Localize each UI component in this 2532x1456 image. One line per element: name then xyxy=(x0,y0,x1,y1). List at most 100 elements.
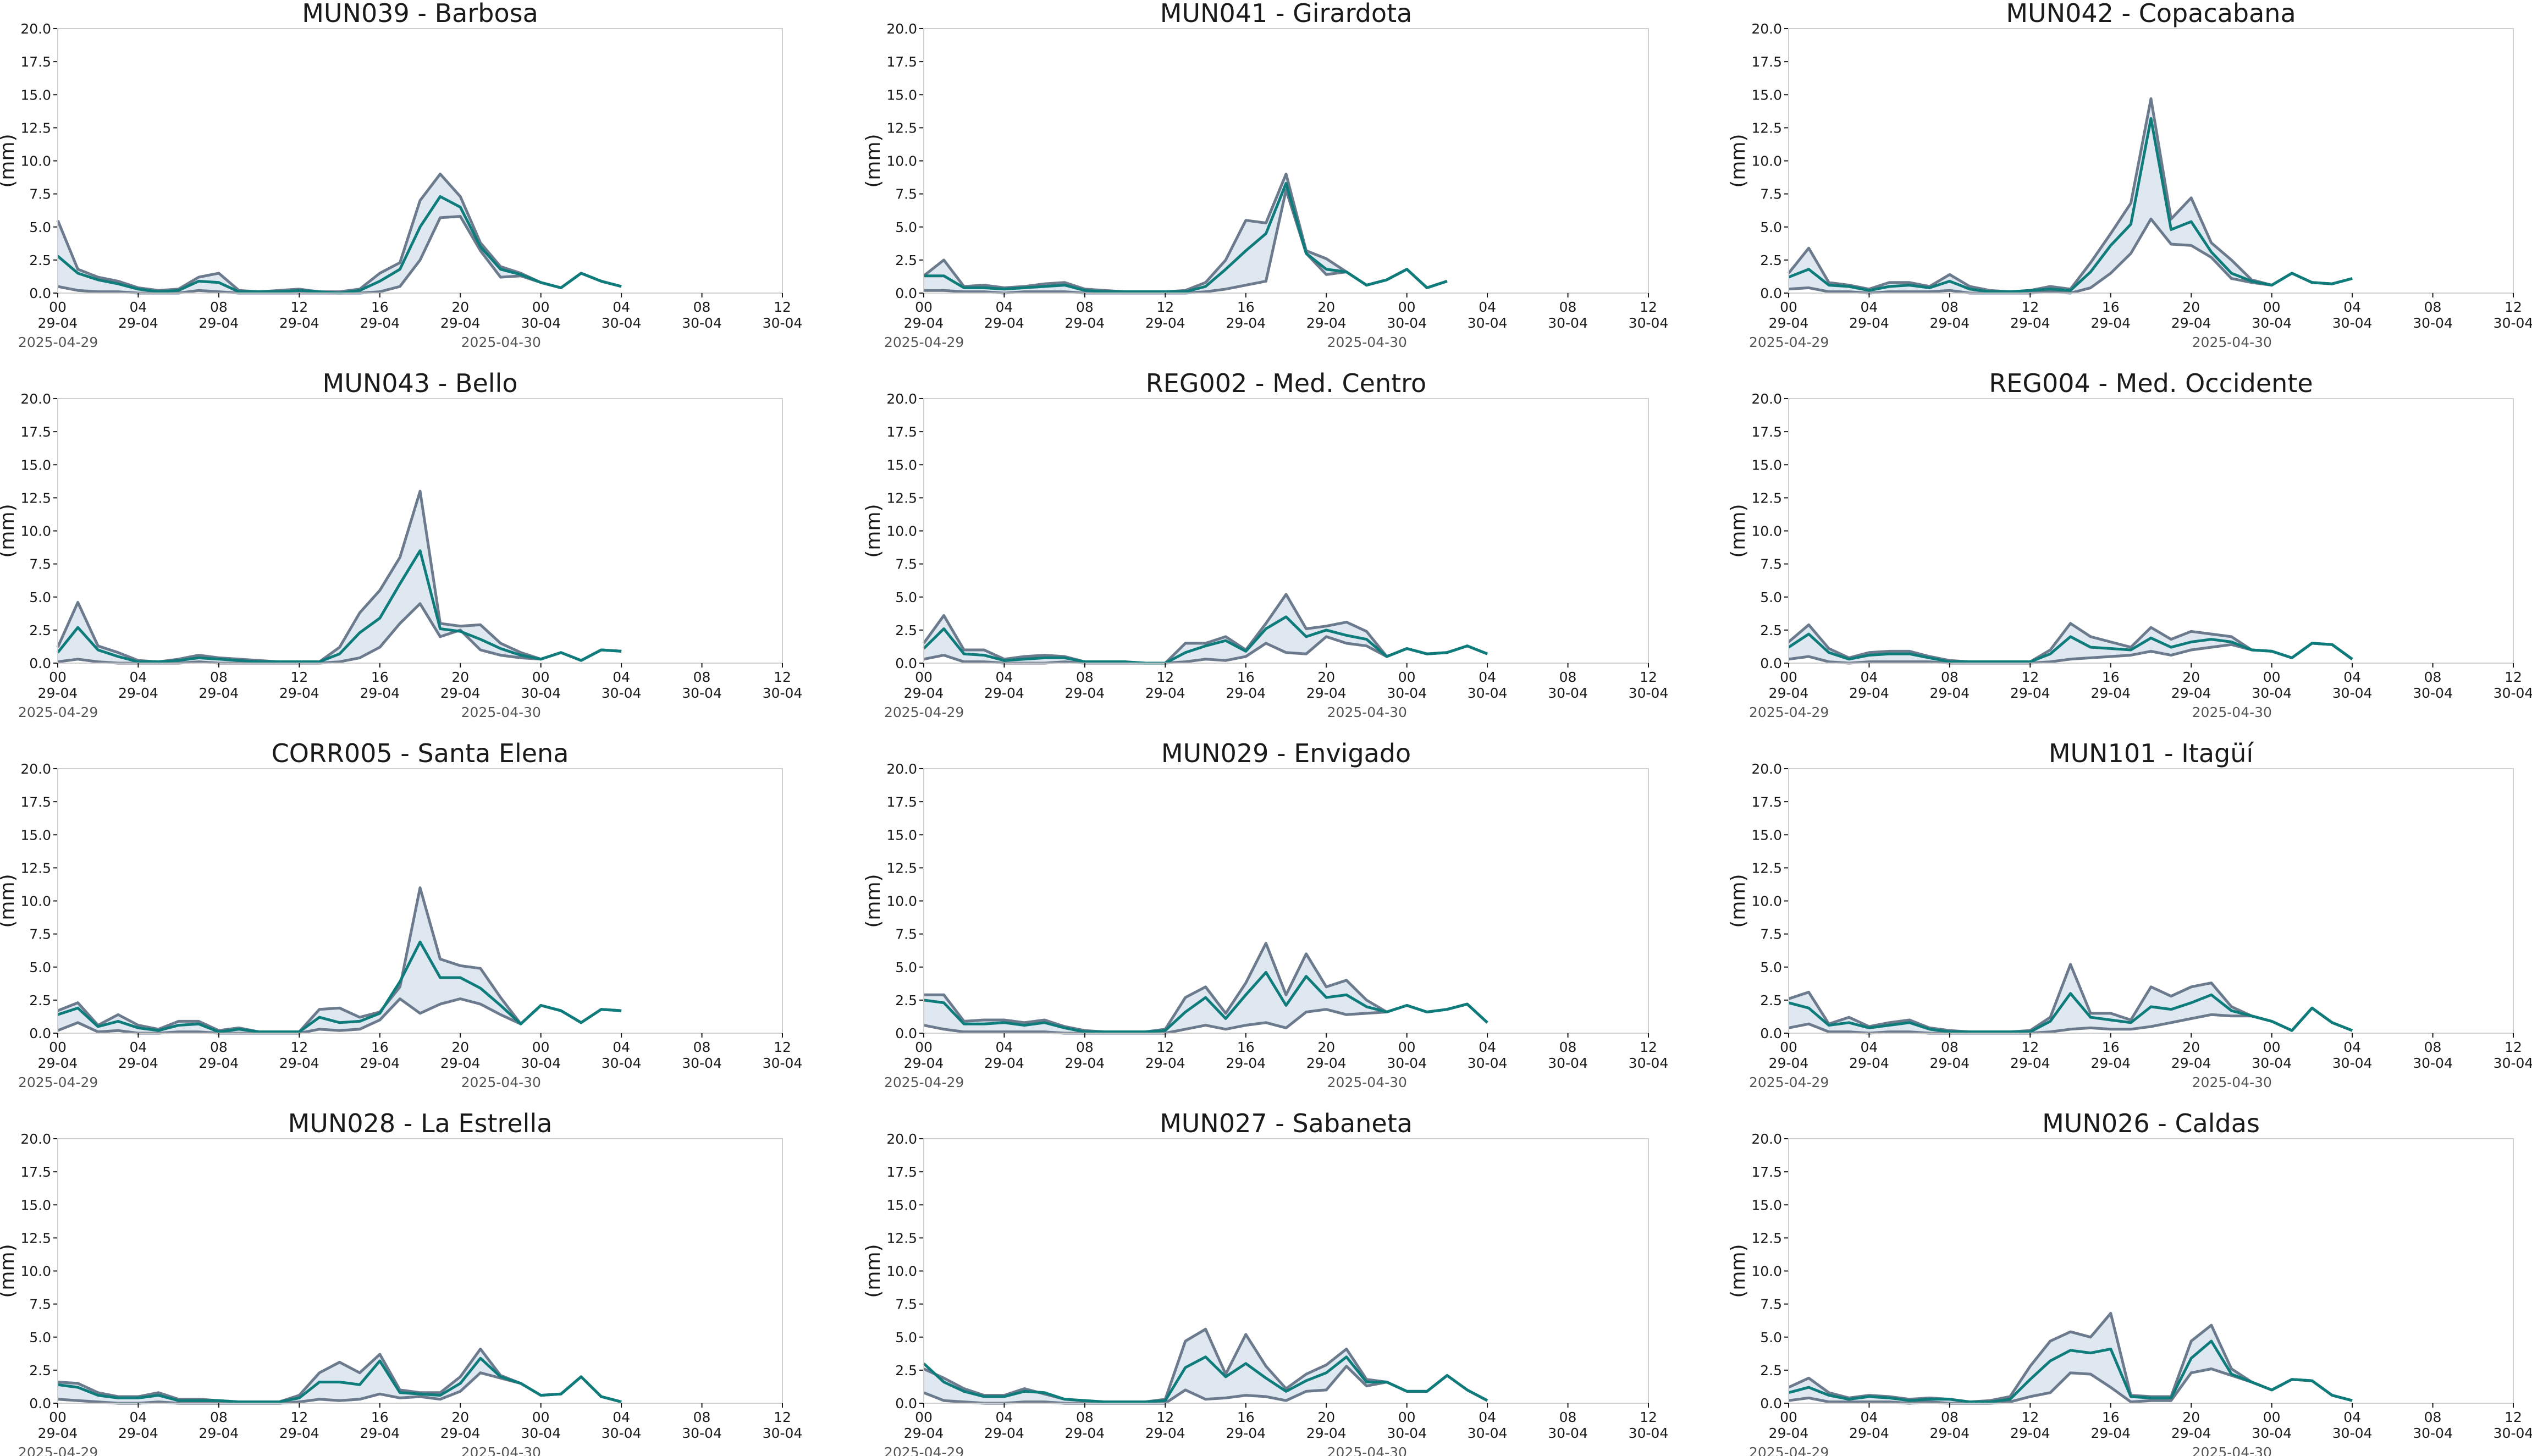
chart-panel: MUN043 - Bello (mm) 0.0 2.5 5.0 7.5 10.0 12.5 15… xyxy=(0,368,802,720)
y-tick-label: 15.0 xyxy=(20,1197,51,1213)
date-label: 2025-04-30 xyxy=(461,704,541,720)
y-tick-label: 0.0 xyxy=(29,1396,51,1411)
x-tick-hour-label: 04 xyxy=(996,1039,1013,1055)
x-tick-day-label: 29-04 xyxy=(1145,1425,1185,1441)
x-tick-day-label: 29-04 xyxy=(984,685,1024,701)
x-tick-hour-label: 04 xyxy=(2343,299,2361,315)
x-tick-day-label: 29-04 xyxy=(904,1055,944,1071)
x-tick-day-label: 30-04 xyxy=(2413,315,2453,331)
x-tick-day-label: 29-04 xyxy=(279,685,319,701)
x-tick-day-label: 30-04 xyxy=(1468,685,1508,701)
x-tick-day-label: 29-04 xyxy=(2010,315,2050,331)
x-tick-hour-label: 16 xyxy=(2102,299,2120,315)
y-tick-label: 2.5 xyxy=(895,992,917,1008)
x-tick-day-label: 29-04 xyxy=(1930,1425,1970,1441)
y-tick-label: 12.5 xyxy=(20,120,51,136)
x-tick-day-label: 29-04 xyxy=(984,315,1024,331)
y-tick-label: 17.5 xyxy=(1751,1164,1782,1180)
x-tick-day-label: 29-04 xyxy=(360,685,400,701)
median-line xyxy=(57,940,622,1034)
x-tick-day-label: 29-04 xyxy=(2010,685,2050,701)
y-tick-label: 12.5 xyxy=(886,860,917,876)
plot-frame xyxy=(923,398,1649,664)
x-tick-hour-label: 08 xyxy=(1559,1039,1577,1055)
y-tick-label: 5.0 xyxy=(1760,1330,1782,1345)
x-tick-day-label: 30-04 xyxy=(682,315,722,331)
x-tick-hour-label: 12 xyxy=(2021,1409,2039,1425)
x-tick-hour-label: 12 xyxy=(774,299,791,315)
y-tick-label: 15.0 xyxy=(20,87,51,103)
y-tick-label: 2.5 xyxy=(895,622,917,638)
x-tick-day-label: 29-04 xyxy=(1930,315,1970,331)
x-tick-day-label: 30-04 xyxy=(1387,685,1427,701)
x-tick-day-label: 30-04 xyxy=(2332,315,2373,331)
y-tick-label: 20.0 xyxy=(1751,21,1782,37)
x-tick-day-label: 30-04 xyxy=(1548,1425,1588,1441)
x-tick-day-label: 30-04 xyxy=(602,1055,642,1071)
y-tick-label: 12.5 xyxy=(1751,1230,1782,1246)
x-tick-hour-label: 00 xyxy=(2263,1409,2281,1425)
x-tick-hour-label: 00 xyxy=(49,1039,67,1055)
x-tick-day-label: 29-04 xyxy=(38,315,78,331)
y-tick-label: 17.5 xyxy=(886,54,917,70)
x-tick-day-label: 29-04 xyxy=(360,1425,400,1441)
y-tick-label: 2.5 xyxy=(29,1363,51,1378)
y-tick-label: 2.5 xyxy=(29,992,51,1008)
x-tick-day-label: 29-04 xyxy=(1226,1055,1266,1071)
y-tick-label: 5.0 xyxy=(895,589,917,605)
y-tick-label: 2.5 xyxy=(29,622,51,638)
date-label: 2025-04-30 xyxy=(2192,1444,2272,1456)
y-axis-label: (mm) xyxy=(1727,874,1750,928)
x-tick-hour-label: 12 xyxy=(290,299,308,315)
y-tick-label: 7.5 xyxy=(895,926,917,942)
x-tick-day-label: 30-04 xyxy=(1548,1055,1588,1071)
date-label: 2025-04-29 xyxy=(18,1444,98,1456)
x-tick-day-label: 29-04 xyxy=(1226,685,1266,701)
x-tick-day-label: 30-04 xyxy=(682,1425,722,1441)
x-tick-hour-label: 20 xyxy=(2182,669,2200,685)
x-tick-hour-label: 12 xyxy=(1640,669,1657,685)
chart-title: REG004 - Med. Occidente xyxy=(1989,368,2313,398)
x-tick-day-label: 30-04 xyxy=(763,1055,803,1071)
median-line xyxy=(1788,992,2353,1034)
plot-frame xyxy=(1788,768,2514,1034)
date-label: 2025-04-29 xyxy=(18,1074,98,1090)
x-tick-day-label: 29-04 xyxy=(118,685,158,701)
x-tick-hour-label: 00 xyxy=(1780,299,1797,315)
x-tick-hour-label: 12 xyxy=(290,1409,308,1425)
y-tick-label: 0.0 xyxy=(895,285,917,301)
date-label: 2025-04-29 xyxy=(18,334,98,350)
x-tick-day-label: 29-04 xyxy=(2010,1055,2050,1071)
median-line xyxy=(1788,632,2353,664)
x-tick-hour-label: 16 xyxy=(371,1409,389,1425)
chart-panel: MUN039 - Barbosa (mm) 0.0 2.5 5.0 7.5 10.0 12.5… xyxy=(0,0,802,350)
x-tick-day-label: 30-04 xyxy=(1629,1055,1669,1071)
x-tick-hour-label: 04 xyxy=(613,669,630,685)
y-tick-label: 20.0 xyxy=(20,761,51,777)
y-tick-label: 17.5 xyxy=(1751,424,1782,440)
y-tick-label: 10.0 xyxy=(1751,1264,1782,1279)
chart-title: MUN029 - Envigado xyxy=(1161,738,1411,768)
x-tick-day-label: 29-04 xyxy=(1930,1055,1970,1071)
y-tick-label: 17.5 xyxy=(20,424,51,440)
y-tick-label: 12.5 xyxy=(1751,490,1782,506)
y-axis-label: (mm) xyxy=(862,504,885,558)
y-tick-label: 7.5 xyxy=(29,556,51,572)
x-tick-hour-label: 04 xyxy=(1479,1409,1496,1425)
x-tick-hour-label: 04 xyxy=(1479,669,1496,685)
x-tick-hour-label: 12 xyxy=(2505,669,2522,685)
x-tick-hour-label: 12 xyxy=(1156,669,1174,685)
date-label: 2025-04-29 xyxy=(1749,704,1829,720)
y-tick-label: 5.0 xyxy=(1760,219,1782,235)
x-tick-hour-label: 12 xyxy=(1156,299,1174,315)
uncertainty-band xyxy=(924,1329,1488,1403)
y-tick-label: 0.0 xyxy=(895,1396,917,1411)
y-tick-label: 7.5 xyxy=(29,926,51,942)
chart-panel: MUN027 - Sabaneta (mm) 0.0 2.5 5.0 7.5 10.0 12.… xyxy=(862,1108,1668,1456)
x-tick-hour-label: 20 xyxy=(2182,1039,2200,1055)
y-axis-label: (mm) xyxy=(862,874,885,928)
date-label: 2025-04-29 xyxy=(18,704,98,720)
uncertainty-band xyxy=(58,1349,622,1403)
x-tick-hour-label: 04 xyxy=(130,1409,147,1425)
x-tick-hour-label: 20 xyxy=(1317,1409,1335,1425)
